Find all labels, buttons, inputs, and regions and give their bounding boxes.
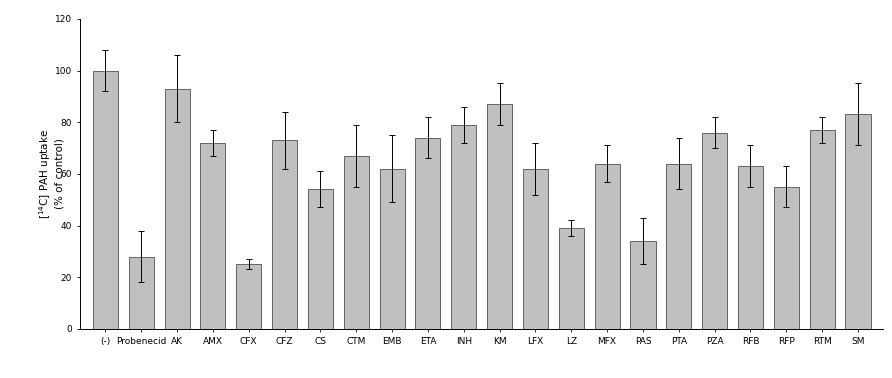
Bar xyxy=(558,228,584,329)
Bar xyxy=(738,166,763,329)
Bar xyxy=(487,104,512,329)
Bar xyxy=(846,115,871,329)
Bar xyxy=(201,143,226,329)
Bar xyxy=(523,169,548,329)
Y-axis label: [$^{14}$C] PAH uptake
(% of control): [$^{14}$C] PAH uptake (% of control) xyxy=(37,129,64,219)
Bar xyxy=(595,164,620,329)
Bar xyxy=(416,138,441,329)
Bar xyxy=(128,257,153,329)
Bar xyxy=(93,71,118,329)
Bar xyxy=(236,264,261,329)
Bar xyxy=(810,130,835,329)
Bar xyxy=(308,189,333,329)
Bar xyxy=(164,89,190,329)
Bar xyxy=(272,140,297,329)
Bar xyxy=(773,187,799,329)
Bar xyxy=(451,125,476,329)
Bar xyxy=(343,156,368,329)
Bar xyxy=(379,169,405,329)
Bar xyxy=(702,133,727,329)
Bar xyxy=(631,241,656,329)
Bar xyxy=(666,164,691,329)
